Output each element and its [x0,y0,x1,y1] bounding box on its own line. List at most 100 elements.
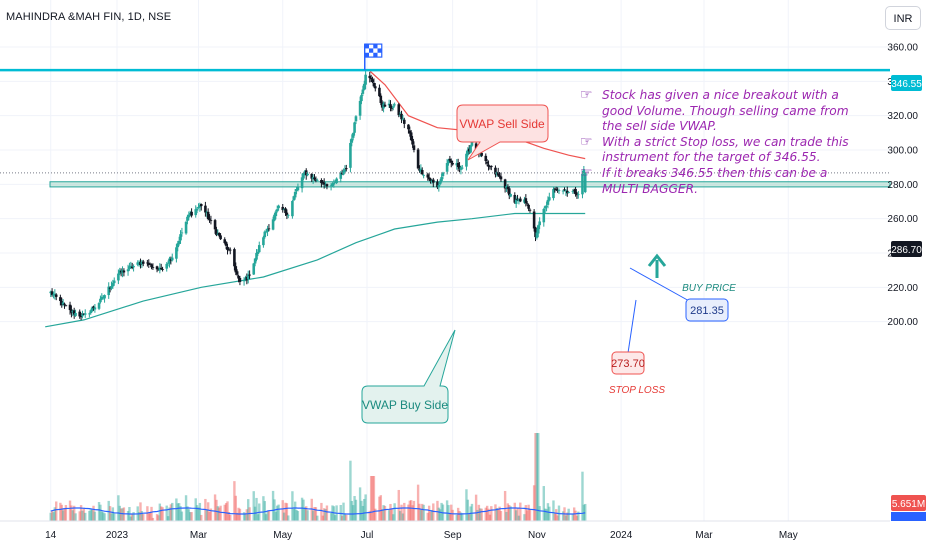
volume-bar [113,513,116,521]
volume-bar [157,515,160,521]
candle-body [494,167,497,175]
candle-body [107,286,111,296]
candle-body [264,231,268,233]
volume-bar [97,502,101,521]
candle-body [368,75,372,79]
volume-bar [60,504,63,521]
candle-body [126,269,130,272]
volume-bar [392,514,395,521]
candle-body [563,189,566,191]
candle-body [155,266,159,270]
volume-bar [374,508,377,521]
svg-text:286.70: 286.70 [891,245,922,256]
volume-bar [226,501,229,521]
candle-body [194,209,198,216]
volume-bar [474,494,478,521]
x-tick-label: Mar [695,530,713,541]
candle-body [277,205,280,209]
candle-body [448,158,452,161]
volume-bar [353,496,356,521]
candle-body [188,212,192,215]
vwap-buy-callout[interactable]: VWAP Buy Side [361,329,456,424]
candle-body [146,262,149,264]
x-tick-label: Nov [528,530,546,541]
candle-body [536,225,540,234]
candle-body [426,174,430,178]
candle-body [262,237,265,246]
candle-body [296,187,300,191]
volume-bar [89,509,92,521]
candle-body [179,234,182,241]
volume-bar [99,504,102,521]
candle-body [373,86,377,89]
volume-bar [380,509,384,521]
buy-price-callout[interactable]: 281.35 BUY PRICE [629,267,736,322]
volume-bar [509,506,512,521]
volume-bar [256,514,260,521]
x-tick-label: May [779,530,798,541]
candle-body [445,163,449,172]
candle-body [79,315,83,318]
volume-bar [552,500,555,521]
x-tick-label: Mar [190,530,208,541]
vwap-sell-callout[interactable]: VWAP Sell Side [456,104,549,161]
stop-loss-value: 273.70 [611,358,645,370]
volume-bar [427,505,431,521]
candle-body [177,240,181,244]
candle-body [158,267,162,271]
candle-body [350,138,354,143]
volume-bar [296,511,300,521]
volume-bar [537,433,540,521]
vwap-sell-label: VWAP Sell Side [459,117,545,131]
candle-body [567,192,570,193]
volume-bar [171,502,174,521]
candle-body [130,266,134,268]
candle-body [322,182,326,185]
trade-note: ☞ Stock has given a nice breakout with a… [580,88,865,197]
volume-bar [430,509,434,521]
candle-body [103,295,106,299]
candle-body [342,171,345,175]
volume-bar [284,502,287,521]
candle-body [390,107,394,109]
volume-bar [480,508,483,521]
candle-body [525,203,529,205]
volume-bar [282,512,286,521]
candle-body [161,269,164,270]
candle-body [60,301,64,306]
candle-body [136,262,140,265]
candle-body [422,175,425,176]
candle-body [409,132,413,141]
candle-body [166,263,170,264]
stop-loss-callout[interactable]: 273.70 STOP LOSS [609,299,665,396]
candle-body [257,245,261,253]
candle-body [411,138,414,145]
candle-body [267,228,271,230]
candle-body [180,232,184,234]
volume-bar [508,505,511,521]
flag-icon [364,43,383,71]
volume-bar [271,490,275,521]
candle-body [271,219,275,230]
volume-bar [103,513,106,521]
volume-bar [470,503,474,521]
volume-bar [49,512,52,521]
volume-bar [566,512,569,521]
candle-body [527,204,530,209]
candle-body [407,124,410,130]
candle-body [274,211,278,217]
y-tick-label: 320.00 [887,111,918,122]
pointing-hand-icon: ☞ [580,87,593,103]
candle-body [205,212,209,214]
candle-body [487,164,490,167]
note-item: ☞ With a strict Stop loss, we can trade … [580,133,849,165]
volume-bar [322,508,326,521]
volume-bar [166,516,170,521]
volume-bar [358,487,362,521]
volume-bar [110,513,113,521]
currency-button[interactable]: INR [885,6,921,30]
candle-body [132,266,135,268]
volume-bar [581,471,584,521]
volume-bar [165,505,168,521]
